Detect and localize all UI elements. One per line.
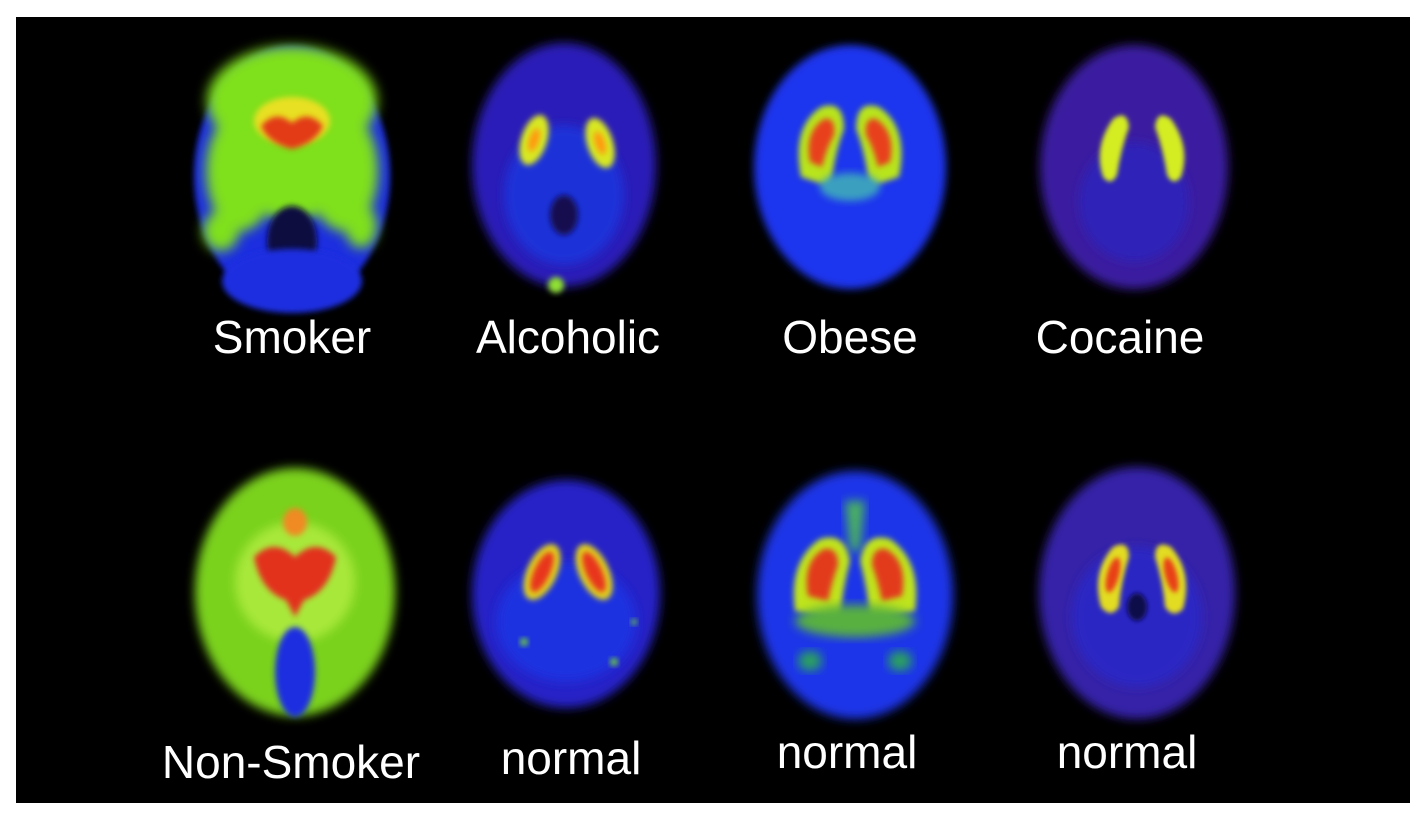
caption-normal-2: normal — [776, 726, 918, 778]
brain-scan-alcoholic — [472, 43, 656, 293]
caption-obese: Obese — [782, 311, 918, 363]
brain-scan-obese — [754, 45, 946, 289]
scan-grid: Smoker Alcoholic Obese Cocaine — [16, 17, 1410, 803]
caption-alcoholic: Alcoholic — [475, 311, 661, 363]
brain-scan-normal-obese-control — [757, 471, 953, 719]
brain-scan-cocaine — [1040, 45, 1228, 289]
caption-smoker: Smoker — [212, 311, 372, 363]
brain-scan-smoker — [194, 46, 390, 313]
brain-scan-non-smoker — [195, 468, 395, 717]
caption-non-smoker: Non-Smoker — [161, 736, 421, 788]
brain-scan-normal-cocaine-control — [1039, 467, 1235, 719]
caption-normal-1: normal — [500, 732, 642, 784]
brain-scan-normal-alcoholic-control — [472, 480, 660, 708]
caption-normal-3: normal — [1056, 726, 1198, 778]
caption-cocaine: Cocaine — [1035, 311, 1205, 363]
